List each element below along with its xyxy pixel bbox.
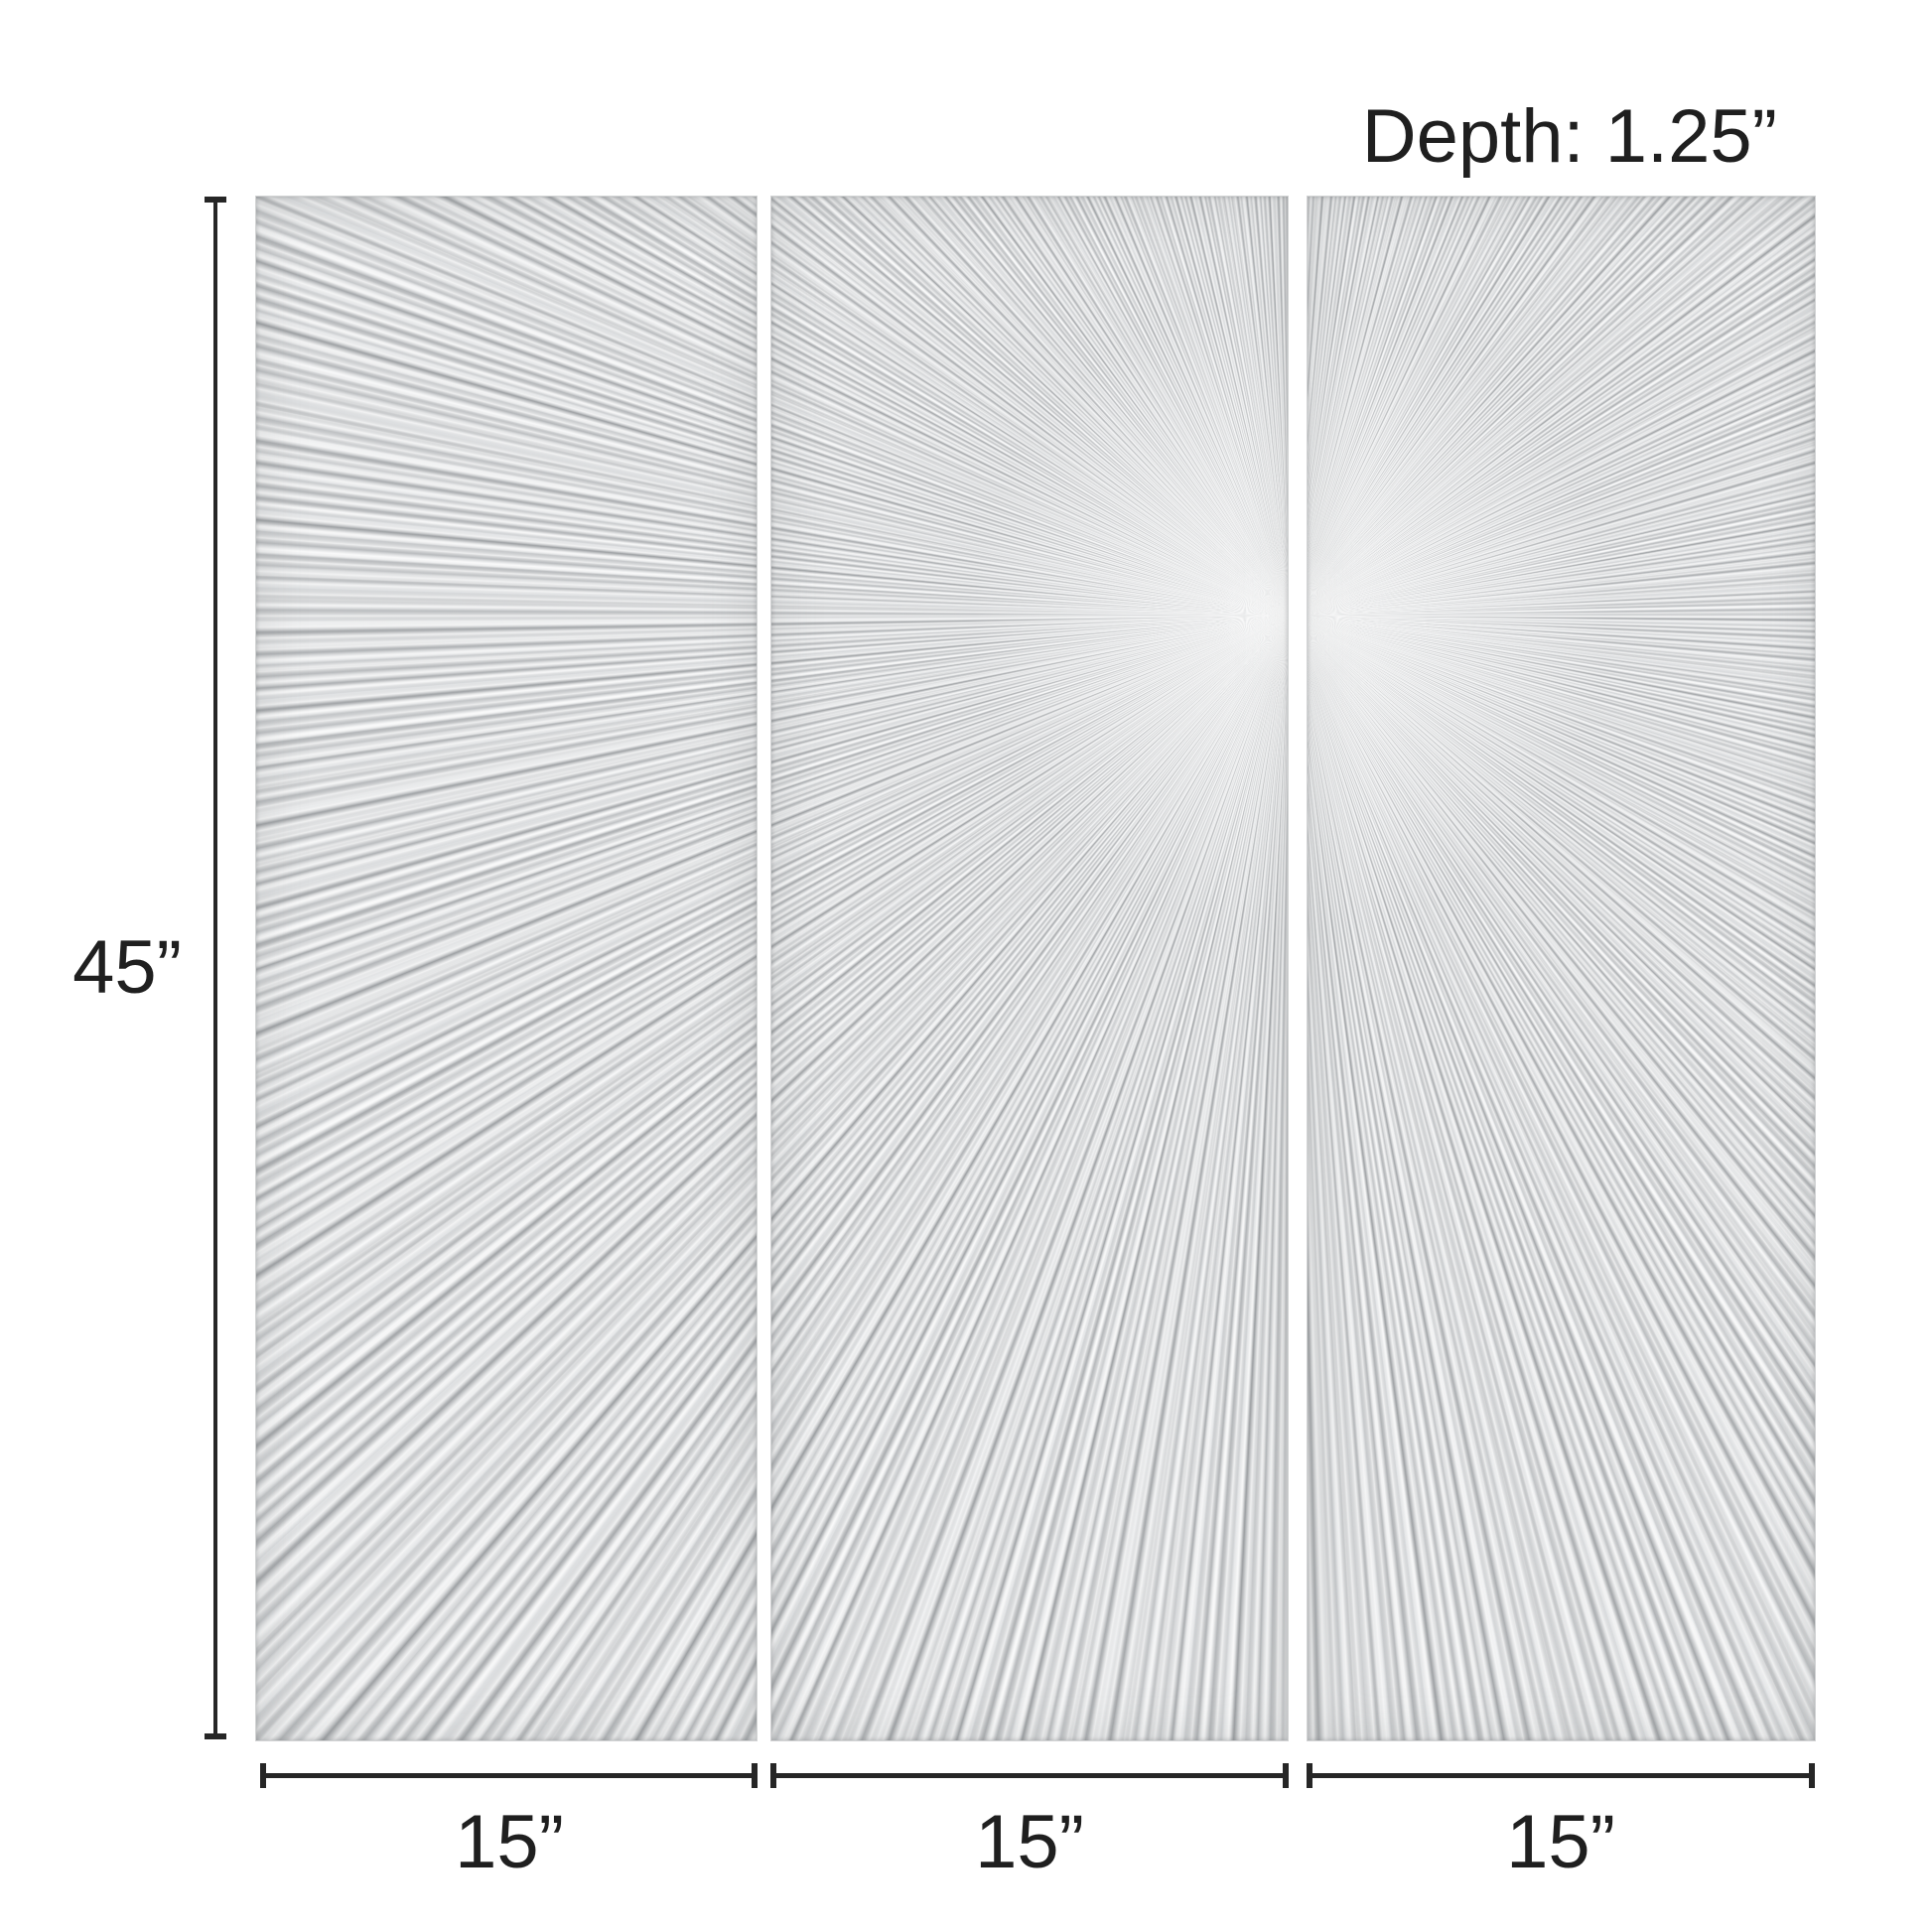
width-dimension-line-2 — [770, 1763, 1289, 1788]
sunburst-texture — [256, 197, 757, 1740]
art-panel-center — [770, 196, 1289, 1741]
width-dimension-line-3 — [1307, 1763, 1815, 1788]
art-panel-right — [1307, 196, 1816, 1741]
sunburst-texture — [1308, 197, 1815, 1740]
width-label-2: 15” — [975, 1800, 1084, 1884]
depth-label: Depth: 1.25” — [1361, 94, 1777, 179]
art-panel-left — [255, 196, 758, 1741]
width-dimension-line-1 — [260, 1763, 758, 1788]
height-label: 45” — [72, 925, 182, 1010]
width-label-1: 15” — [455, 1800, 564, 1884]
height-dimension-line — [205, 197, 226, 1739]
sunburst-texture — [771, 197, 1288, 1740]
width-label-3: 15” — [1506, 1800, 1615, 1884]
